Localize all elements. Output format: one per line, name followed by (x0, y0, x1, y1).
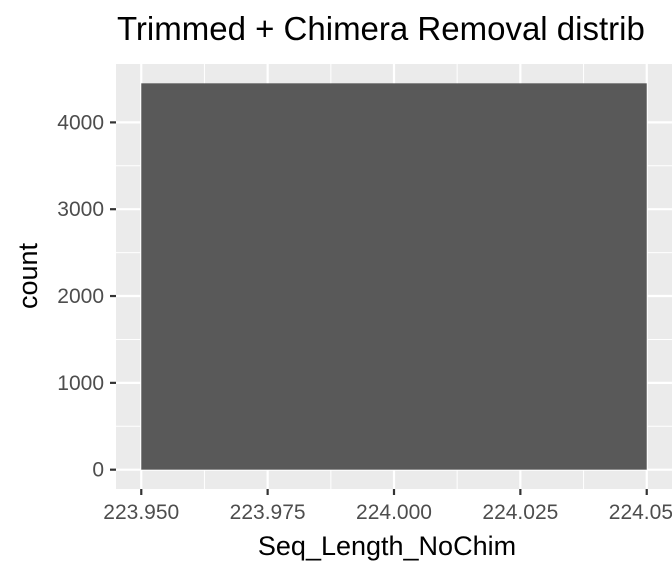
x-tick-label: 224.050 (609, 501, 672, 524)
y-tick-label: 3000 (57, 198, 104, 221)
chart-title: Trimmed + Chimera Removal distrib (117, 10, 645, 47)
y-tick-label: 4000 (57, 111, 104, 134)
bars (141, 83, 647, 470)
x-tick-label: 224.025 (482, 501, 558, 524)
x-tick-label: 224.000 (356, 501, 432, 524)
histogram-bar (141, 83, 647, 470)
x-tick-label: 223.950 (103, 501, 179, 524)
y-tick-label: 0 (92, 459, 104, 482)
y-axis-title: count (13, 242, 43, 309)
x-tick-label: 223.975 (230, 501, 306, 524)
x-axis-title: Seq_Length_NoChim (258, 531, 516, 561)
y-tick-label: 1000 (57, 372, 104, 395)
y-axis: 0 1000 2000 3000 4000 (57, 111, 116, 482)
x-axis: 223.950 223.975 224.000 224.025 224.050 (103, 489, 672, 524)
y-tick-label: 2000 (57, 285, 104, 308)
